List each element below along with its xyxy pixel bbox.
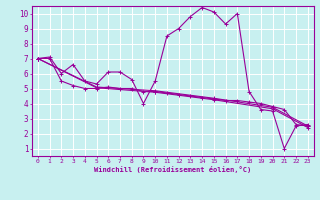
X-axis label: Windchill (Refroidissement éolien,°C): Windchill (Refroidissement éolien,°C) (94, 166, 252, 173)
